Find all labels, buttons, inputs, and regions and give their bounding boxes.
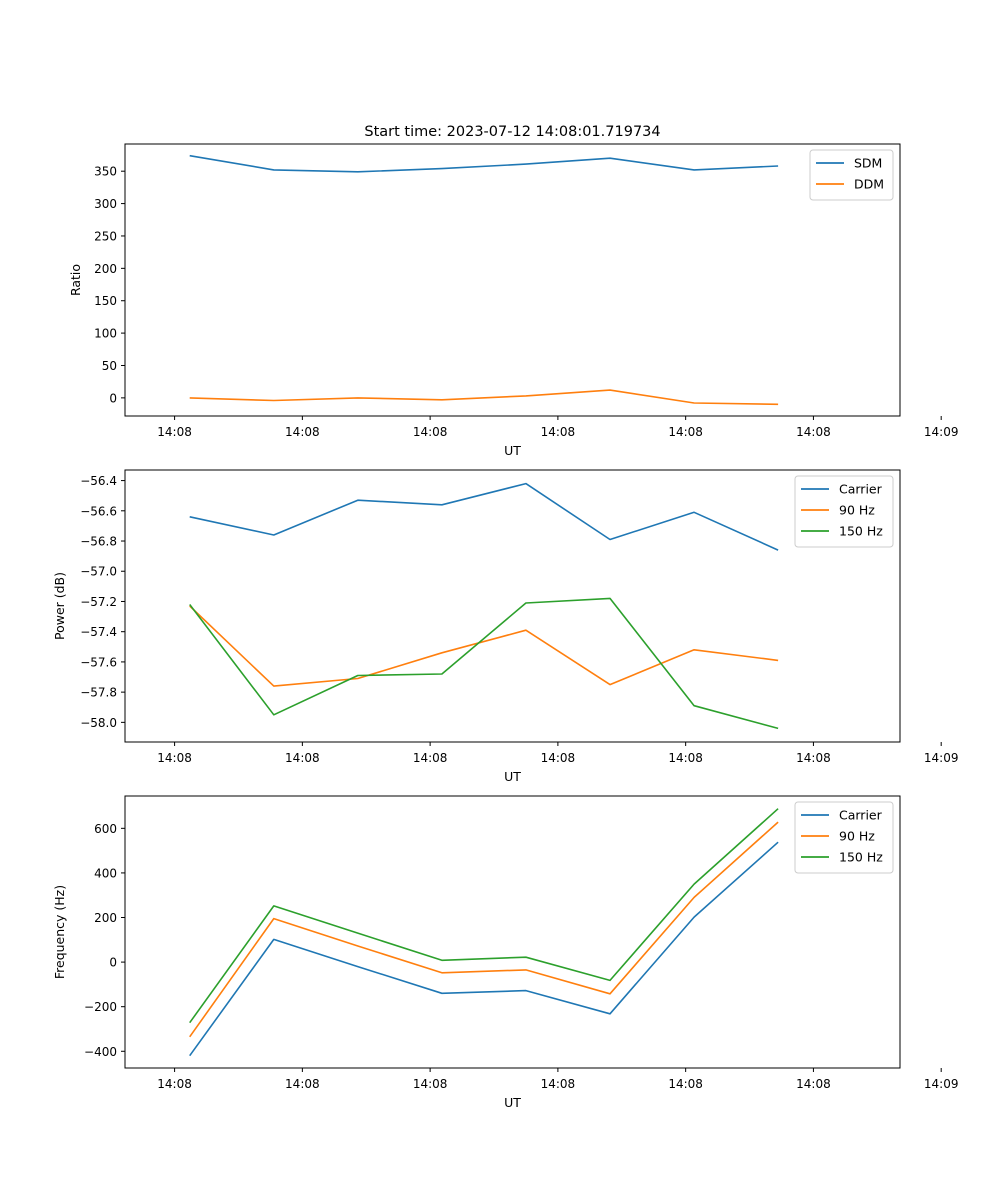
series-line-150-hz: [189, 597, 779, 730]
y-tick-label: 100: [94, 327, 117, 341]
figure-title: Start time: 2023-07-12 14:08:01.719734: [364, 124, 660, 140]
legend-entry: 150 Hz: [839, 850, 883, 865]
y-tick-label: −56.8: [80, 535, 117, 549]
y-tick-label: −57.8: [80, 686, 117, 700]
legend-entry: DDM: [854, 177, 884, 192]
y-tick-label: −56.6: [80, 504, 117, 518]
x-tick-label: 14:08: [668, 425, 703, 439]
y-tick-label: −57.0: [80, 565, 117, 579]
series-line-carrier: [189, 841, 779, 1057]
x-tick-label: 14:08: [796, 751, 831, 765]
series-line-90-hz: [189, 821, 779, 1038]
y-tick-label: 200: [94, 262, 117, 276]
legend: Carrier 90 Hz 150 Hz: [794, 475, 894, 548]
y-tick-label: −200: [84, 1000, 117, 1014]
y-tick-label: 350: [94, 165, 117, 179]
y-tick-label: −57.6: [80, 655, 117, 669]
y-tick-label: −400: [84, 1045, 117, 1059]
x-tick-label: 14:08: [796, 425, 831, 439]
x-axis-label: UT: [504, 1095, 521, 1110]
subplot-1: 0 50 100 150 200 250 300 350 14:08 14:08 14:08 14:0…: [68, 143, 959, 458]
x-tick-label: 14:08: [413, 425, 448, 439]
y-tick-label: 150: [94, 294, 117, 308]
x-tick-label: 14:08: [668, 751, 703, 765]
subplots: 0 50 100 150 200 250 300 350 14:08 14:08 14:08 14:0…: [52, 143, 959, 1110]
axes-frame: [124, 795, 901, 1069]
y-tick-label: −56.4: [80, 474, 117, 488]
x-tick-label: 14:08: [796, 1077, 831, 1091]
x-tick-label: 14:08: [285, 751, 320, 765]
y-tick-label: 200: [94, 911, 117, 925]
axes-frame: [124, 469, 901, 743]
x-tick-label: 14:08: [541, 1077, 576, 1091]
x-tick-label: 14:08: [541, 425, 576, 439]
y-tick-label: 600: [94, 822, 117, 836]
x-tick-label: 14:08: [413, 751, 448, 765]
subplot-2: −58.0 −57.8 −57.6 −57.4 −57.2 −57.0 −56.8 −56.6…: [52, 469, 959, 784]
y-axis-label: Frequency (Hz): [52, 885, 67, 979]
x-tick-label: 14:08: [285, 425, 320, 439]
y-tick-label: 300: [94, 197, 117, 211]
y-tick-label: −58.0: [80, 716, 117, 730]
y-tick-label: 250: [94, 229, 117, 243]
x-tick-label: 14:08: [157, 1077, 192, 1091]
x-tick-label: 14:08: [285, 1077, 320, 1091]
subplot-3: −400 −200 0 200 400 600 14:08 14:08 14:08 14:08 14…: [52, 795, 959, 1110]
y-tick-label: 50: [102, 359, 117, 373]
x-tick-label: 14:08: [157, 425, 192, 439]
legend-entry: SDM: [854, 156, 882, 171]
series-line-carrier: [189, 482, 779, 551]
legend-entry: Carrier: [839, 808, 883, 823]
y-tick-label: −57.2: [80, 595, 117, 609]
legend-frame: [794, 475, 894, 548]
y-axis-label: Power (dB): [52, 572, 67, 640]
x-tick-label: 14:08: [541, 751, 576, 765]
x-tick-label: 14:09: [924, 751, 959, 765]
legend-entry: Carrier: [839, 482, 883, 497]
x-tick-label: 14:09: [924, 425, 959, 439]
series-line-sdm: [189, 154, 779, 173]
series-line-ddm: [189, 389, 779, 406]
legend-entry: 150 Hz: [839, 524, 883, 539]
y-axis-label: Ratio: [68, 264, 83, 296]
x-axis-label: UT: [504, 443, 521, 458]
legend: SDM DDM: [809, 149, 894, 201]
y-tick-label: 0: [109, 956, 117, 970]
y-tick-label: 400: [94, 866, 117, 880]
legend-entry: 90 Hz: [839, 503, 875, 518]
y-tick-label: −57.4: [80, 625, 117, 639]
y-tick-label: 0: [109, 391, 117, 405]
x-tick-label: 14:09: [924, 1077, 959, 1091]
x-tick-label: 14:08: [157, 751, 192, 765]
series-line-90-hz: [189, 605, 779, 687]
legend: Carrier 90 Hz 150 Hz: [794, 801, 894, 874]
legend-entry: 90 Hz: [839, 829, 875, 844]
series-line-150-hz: [189, 808, 779, 1024]
x-tick-label: 14:08: [668, 1077, 703, 1091]
x-tick-label: 14:08: [413, 1077, 448, 1091]
legend-frame: [794, 801, 894, 874]
axes-frame: [124, 143, 901, 417]
x-axis-label: UT: [504, 769, 521, 784]
